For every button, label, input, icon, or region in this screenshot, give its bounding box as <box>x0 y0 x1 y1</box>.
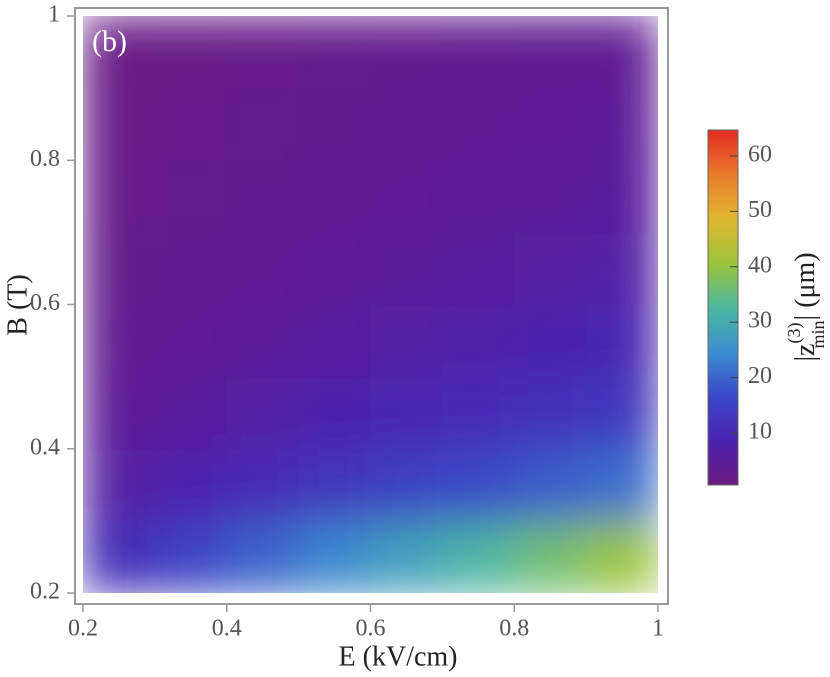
cell <box>83 87 156 161</box>
cell <box>441 448 515 522</box>
x-tick-label: 0.8 <box>499 616 529 642</box>
cell <box>441 16 515 89</box>
cell <box>585 448 658 522</box>
cell <box>226 376 300 450</box>
cell <box>370 304 443 378</box>
cell <box>298 231 371 305</box>
colorbar-label-part: (3) <box>784 323 805 344</box>
cell <box>513 448 587 522</box>
cell <box>513 87 587 161</box>
cell <box>441 87 515 161</box>
cell <box>585 87 658 161</box>
cell <box>83 448 156 522</box>
cell <box>226 159 300 233</box>
cell <box>226 520 300 593</box>
x-tick-label: 0.2 <box>68 616 98 642</box>
x-axis-label: E (kV/cm) <box>339 641 458 672</box>
cell <box>298 448 371 522</box>
cell <box>513 520 587 593</box>
cell <box>83 231 156 305</box>
cell <box>513 16 587 89</box>
colorbar-tick-label: 10 <box>748 418 772 444</box>
x-tick-label: 1 <box>652 616 664 642</box>
cell <box>154 231 228 305</box>
y-tick-label: 1 <box>48 2 60 28</box>
cell <box>298 376 371 450</box>
cell <box>226 87 300 161</box>
colorbar-tick-label: 60 <box>748 142 772 168</box>
cell <box>226 448 300 522</box>
cell <box>370 231 443 305</box>
cell <box>585 231 658 305</box>
cell <box>298 304 371 378</box>
cell <box>370 159 443 233</box>
colorbar-tick-label: 20 <box>748 363 772 389</box>
cell <box>83 159 156 233</box>
cell <box>585 159 658 233</box>
cell <box>441 376 515 450</box>
cell <box>298 520 371 593</box>
cell <box>585 376 658 450</box>
cell <box>585 520 658 593</box>
cell <box>441 520 515 593</box>
x-tick-label: 0.4 <box>212 616 242 642</box>
cell <box>154 87 228 161</box>
cell <box>83 304 156 378</box>
colorbar-label-part: |z <box>790 344 821 362</box>
colorbar-label-part: min <box>808 320 828 348</box>
cell <box>513 376 587 450</box>
colorbar-tick-label: 50 <box>748 197 772 223</box>
annotation: (b) <box>92 25 127 58</box>
cell <box>298 16 371 89</box>
y-tick-label: 0.4 <box>30 434 60 460</box>
colorbar <box>707 129 739 486</box>
y-tick-label: 0.2 <box>30 579 60 605</box>
colorbar-tick-label: 30 <box>748 308 772 334</box>
cell <box>154 376 228 450</box>
cell <box>154 304 228 378</box>
cell <box>441 304 515 378</box>
cell <box>513 231 587 305</box>
x-tick-label: 0.6 <box>356 616 386 642</box>
cell <box>154 448 228 522</box>
cell <box>370 520 443 593</box>
cell <box>441 159 515 233</box>
cell <box>83 520 156 593</box>
y-tick-label: 0.6 <box>30 290 60 316</box>
cell <box>226 231 300 305</box>
cells <box>83 16 658 593</box>
cell <box>298 87 371 161</box>
plot-area <box>83 16 658 593</box>
cell <box>226 16 300 89</box>
cell <box>441 231 515 305</box>
cell <box>154 520 228 593</box>
cell <box>585 304 658 378</box>
cell <box>370 376 443 450</box>
cell <box>83 376 156 450</box>
cell <box>370 448 443 522</box>
y-tick-label: 0.8 <box>30 146 60 172</box>
cell <box>83 16 156 89</box>
cell <box>154 159 228 233</box>
cell <box>298 159 371 233</box>
cell <box>585 16 658 89</box>
cell <box>513 159 587 233</box>
cell <box>154 16 228 89</box>
colorbar-label-part: | (μm) <box>790 252 821 320</box>
cell <box>226 304 300 378</box>
colorbar-tick-label: 40 <box>748 252 772 278</box>
cell <box>370 16 443 89</box>
colorbar-label: |z(3) min| (μm) <box>784 252 828 361</box>
cell <box>370 87 443 161</box>
cell <box>513 304 587 378</box>
frame <box>74 7 669 605</box>
y-axis-label: B (T) <box>2 274 33 335</box>
